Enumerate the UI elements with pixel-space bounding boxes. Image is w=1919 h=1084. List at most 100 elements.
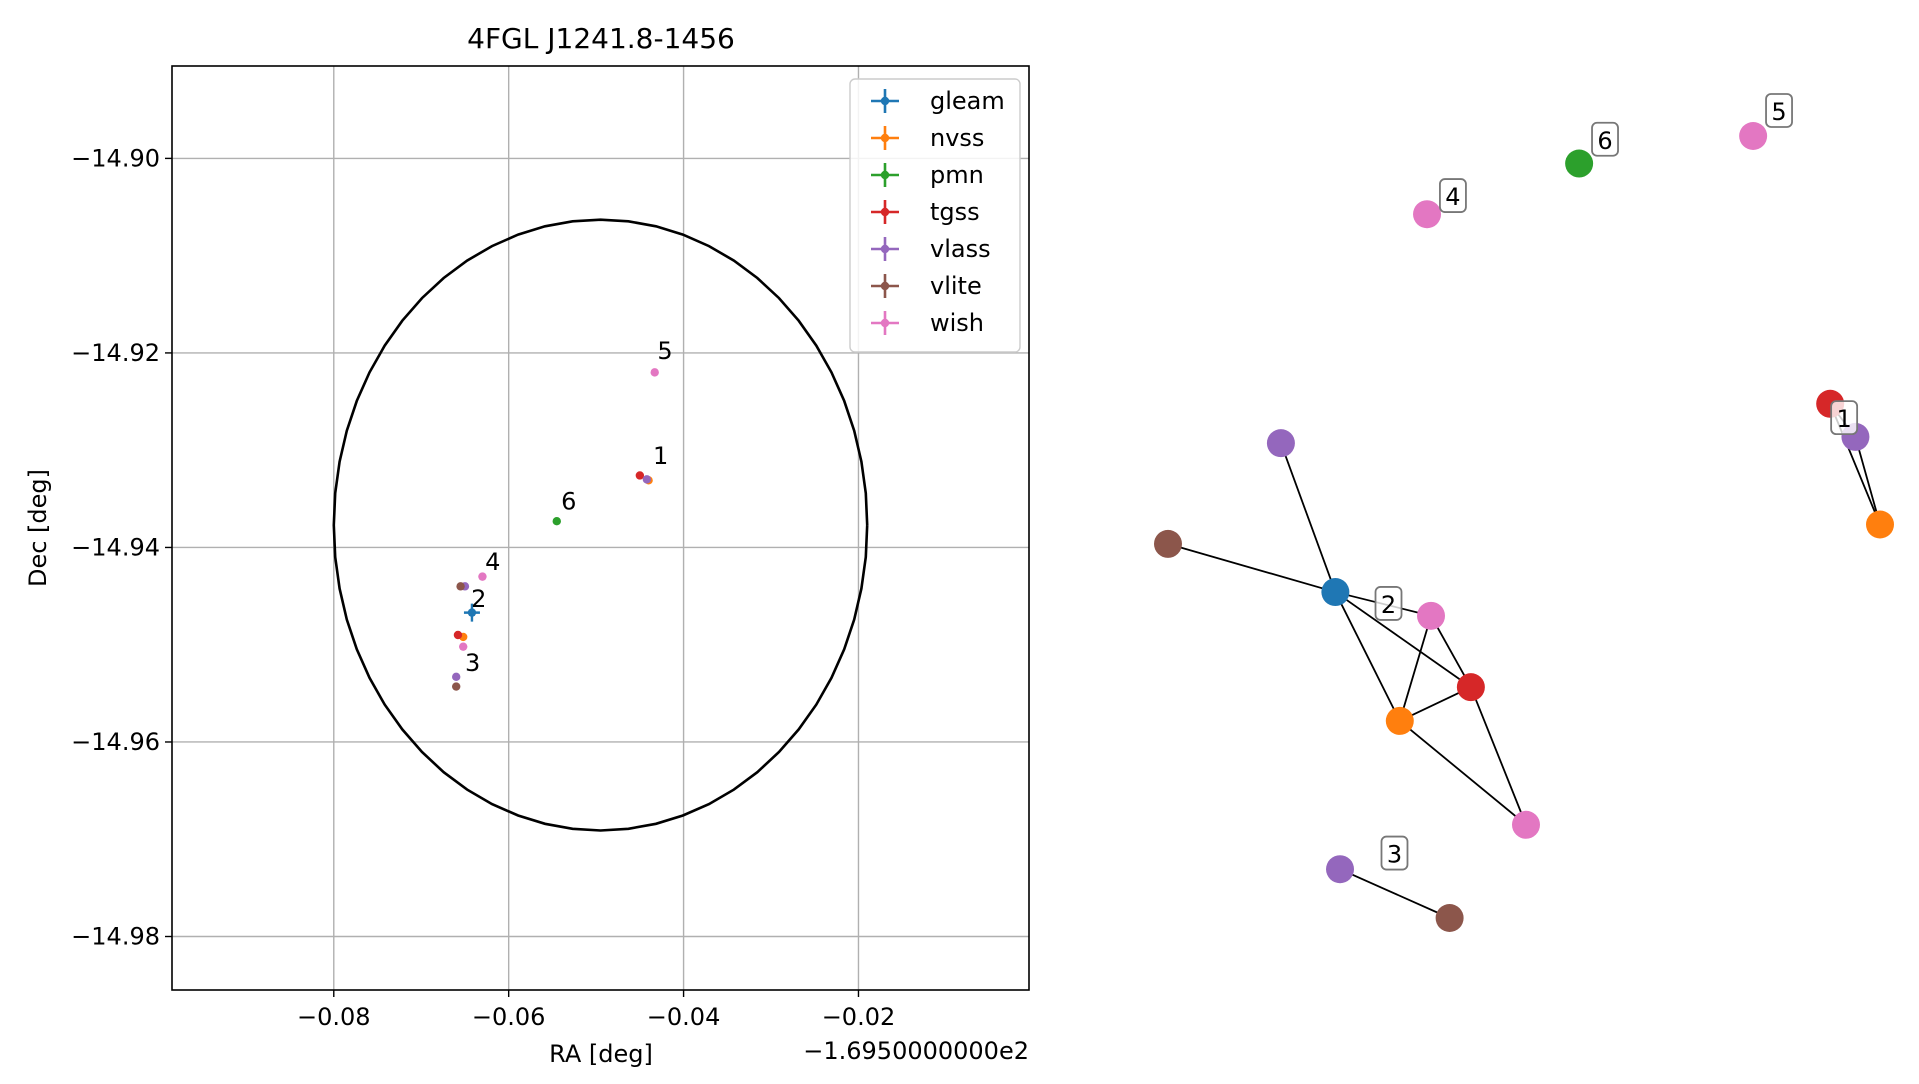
graph-edge [1854,436,1881,525]
graph-labels: 1 2 3 4 5 6 [1374,93,1859,871]
point-gleam [467,608,477,617]
legend-marker-vlass [880,244,890,254]
legend-label-wish: wish [930,309,984,337]
y-tick-label: −14.94 [71,533,160,561]
legend-marker-vlite [880,281,890,291]
network-graph: 1 2 3 4 5 6 [1154,93,1894,932]
graph-node [1866,510,1894,539]
legend-marker-pmn [880,170,890,180]
legend-label-nvss: nvss [930,124,984,152]
annotation-3: 3 [465,649,480,677]
x-axis-offset-text: −1.6950000000e2 [803,1037,1029,1065]
legend-label-vlite: vlite [930,272,982,300]
graph-node [1565,149,1594,178]
legend-marker-nvss [880,133,890,143]
graph-label-6: 6 [1591,121,1619,157]
annotation-5: 5 [657,337,672,365]
graph-label-text: 1 [1836,405,1851,433]
graph-nodes [1154,122,1894,932]
graph-label-box [1439,178,1467,213]
legend-label-tgss: tgss [930,198,980,226]
graph-label-5: 5 [1765,93,1793,128]
graph-label-box [1380,835,1409,871]
graph-label-text: 4 [1445,183,1460,211]
axes-frame [171,65,1030,991]
x-tick-label: −0.06 [472,1003,546,1031]
graph-node [1435,904,1464,932]
x-tick-label: −0.08 [297,1003,371,1031]
graph-edge [1334,591,1401,722]
y-tick-label: −14.90 [71,144,160,172]
graph-label-box [1830,400,1859,436]
graph-edge [1470,686,1527,826]
graph-label-2: 2 [1374,586,1403,621]
graph-label-text: 6 [1597,127,1612,155]
graph-node [1154,529,1182,558]
graph-label-1: 1 [1830,400,1859,436]
graph-label-4: 4 [1439,178,1467,213]
legend-marker-tgss [880,207,890,217]
y-tick-label: −14.92 [71,339,160,367]
legend-label-vlass: vlass [930,235,991,263]
graph-label-3: 3 [1380,835,1409,871]
y-tick-label: −14.98 [71,923,160,951]
graph-node [1321,578,1350,607]
legend-label-pmn: pmn [930,161,984,189]
legend-marker-gleam [880,96,890,106]
graph-node [1413,200,1442,229]
chart-title: 4FGL J1241.8-1456 [467,22,735,55]
graph-node [1739,122,1768,150]
graph-edge [1398,615,1432,722]
point-vlite [452,682,461,691]
localization-ellipse [332,218,869,832]
legend: gleam nvss pmn tgss vlass vlite wish [849,78,1021,353]
x-axis-label: RA [deg] [549,1040,653,1068]
graph-edge [1334,591,1472,688]
annotation-6: 6 [561,488,576,516]
annotation-4: 4 [485,548,500,576]
annotation-layer: 1 2 3 4 5 6 [465,337,673,677]
graph-edge [1399,720,1527,826]
annotation-2: 2 [471,585,486,613]
data-points-layer [452,368,659,691]
y-ticks: −14.90 −14.92 −14.94 −14.96 −14.98 [71,144,172,951]
legend-box [849,78,1021,353]
graph-node [1417,601,1446,630]
graph-label-text: 2 [1381,591,1396,619]
legend-label-gleam: gleam [930,87,1005,115]
graph-edge [1339,868,1450,919]
graph-label-box [1591,121,1619,157]
graph-node [1456,673,1485,702]
point-vlite [456,582,465,591]
point-wish [650,368,659,377]
point-tgss [453,630,463,640]
y-axis-label: Dec [deg] [24,469,52,587]
point-vlass [642,475,652,484]
annotation-1: 1 [653,442,668,470]
legend-marker-wish [880,318,890,328]
point-tgss [635,471,645,480]
graph-label-box [1765,93,1793,128]
graph-node [1385,706,1414,735]
graph-label-text: 3 [1387,841,1402,869]
graph-node [1511,810,1540,839]
graph-edges [1167,403,1881,919]
graph-node [1326,855,1355,884]
graph-node [1266,429,1295,458]
scatter-plot: 4FGL J1241.8-1456 1 2 3 4 5 6 −0.08 −0.06 −0.04… [24,22,1030,1068]
point-pmn [552,516,561,526]
graph-edge [1280,442,1337,593]
graph-label-text: 5 [1771,98,1786,126]
graph-label-box [1374,586,1403,621]
x-tick-label: −0.02 [822,1003,896,1031]
point-wish [478,572,487,581]
graph-edge [1167,543,1336,593]
y-tick-label: −14.96 [71,728,160,756]
x-tick-label: −0.04 [647,1003,721,1031]
point-vlass [452,672,461,682]
uncertainty-ellipse-layer [332,218,869,832]
point-wish [459,642,468,651]
x-ticks: −0.08 −0.06 −0.04 −0.02 [297,990,895,1031]
